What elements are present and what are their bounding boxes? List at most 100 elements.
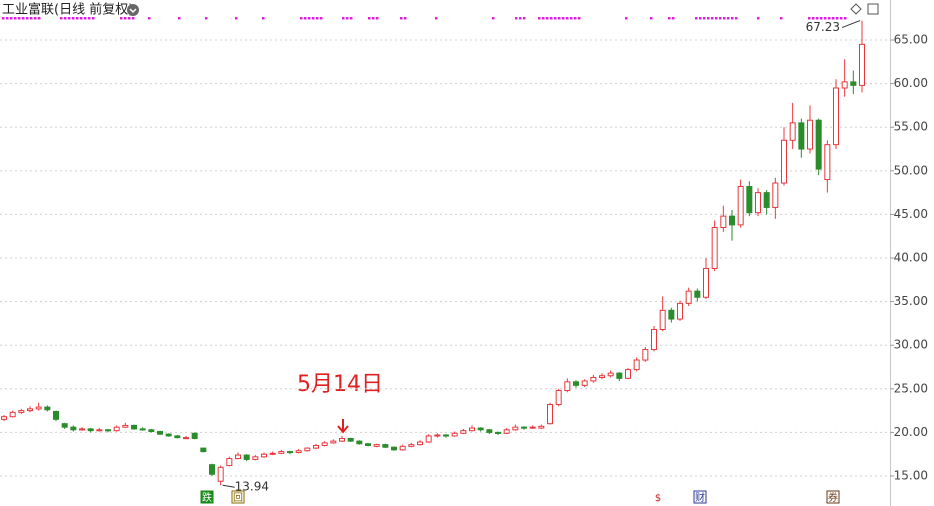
candle-body	[226, 458, 233, 467]
high-label: 67.23	[806, 20, 840, 34]
candle-body	[625, 369, 631, 379]
event-dot	[368, 17, 371, 20]
event-dot	[76, 17, 79, 20]
candle-body	[27, 408, 33, 412]
event-icon: 跌	[202, 491, 212, 504]
event-dot	[844, 17, 847, 20]
event-dot	[60, 17, 63, 20]
candle-body	[139, 428, 146, 431]
candle-body	[304, 447, 311, 452]
event-dot	[828, 17, 831, 20]
event-dot	[723, 17, 726, 20]
candle-body	[61, 423, 68, 428]
candle-body	[9, 411, 16, 418]
candle-body	[131, 424, 137, 430]
y-tick-label: 30.00	[894, 338, 928, 352]
candle-body	[555, 390, 562, 406]
candle-body	[685, 290, 692, 304]
event-dot	[668, 17, 671, 20]
event-icon: $	[655, 493, 661, 504]
candle-body	[417, 441, 423, 446]
candle-body	[694, 290, 701, 298]
event-dot	[26, 17, 29, 20]
event-dot	[316, 17, 319, 20]
event-dot	[404, 17, 407, 20]
candle-body	[365, 443, 371, 446]
candle-body	[70, 426, 77, 431]
event-dot	[840, 17, 843, 20]
event-dot	[492, 17, 495, 20]
candle-body	[538, 425, 545, 429]
event-dot	[554, 17, 557, 20]
event-icon-box	[693, 490, 707, 504]
y-tick-label: 55.00	[894, 120, 928, 134]
candle-body	[789, 122, 796, 141]
candle-body	[399, 445, 406, 451]
low-label: 13.94	[235, 480, 269, 494]
diamond-icon[interactable]	[850, 3, 862, 15]
dropdown-button[interactable]	[127, 4, 139, 16]
event-dot	[735, 17, 738, 20]
candle-body	[668, 309, 675, 320]
candle-body	[200, 447, 207, 453]
candle-body	[209, 464, 215, 475]
candle-body	[807, 119, 813, 150]
event-dot	[178, 17, 181, 20]
event-dot	[546, 17, 549, 20]
event-dot	[205, 17, 208, 20]
candle-body	[859, 43, 865, 86]
event-dot	[10, 17, 13, 20]
event-dot	[88, 17, 91, 20]
candle-body	[269, 452, 276, 455]
candle-body	[18, 410, 25, 413]
event-dot	[515, 17, 518, 20]
candle-body	[408, 444, 415, 447]
candle-body	[711, 226, 718, 269]
event-dot	[128, 17, 131, 20]
event-dot	[820, 17, 823, 20]
event-dot	[558, 17, 561, 20]
candle-body	[287, 451, 293, 454]
y-tick-label: 65.00	[894, 33, 928, 47]
candle-body	[633, 359, 640, 371]
event-icon: 券	[828, 491, 838, 504]
event-dot	[18, 17, 21, 20]
candle-body	[330, 440, 337, 444]
candle-body	[798, 122, 805, 150]
event-icon-box	[231, 490, 245, 504]
candle-body	[35, 406, 42, 410]
candle-body	[512, 426, 519, 431]
candle-body	[599, 375, 605, 378]
candle-body	[339, 438, 345, 442]
candle-body	[521, 426, 527, 429]
event-dot	[342, 17, 345, 20]
candle-body	[191, 432, 198, 440]
event-dot	[672, 17, 675, 20]
y-tick-label: 20.00	[894, 425, 928, 439]
y-tick-label: 50.00	[894, 163, 928, 177]
candle-body	[781, 139, 787, 184]
event-dot	[808, 17, 811, 20]
candle-body	[295, 450, 302, 453]
y-tick-label: 60.00	[894, 76, 928, 90]
event-dot	[346, 17, 349, 20]
event-dot	[832, 17, 835, 20]
candle-body	[96, 429, 103, 432]
candle-body	[729, 215, 735, 226]
event-dot	[824, 17, 827, 20]
event-dot	[542, 17, 545, 20]
event-dot	[34, 17, 37, 20]
event-dot	[523, 17, 526, 20]
candle-body	[529, 426, 536, 429]
candle-body	[53, 410, 59, 420]
candle-body	[243, 454, 250, 460]
high-pointer	[841, 20, 861, 29]
event-dot	[64, 17, 67, 20]
candle-body	[252, 456, 259, 460]
event-dot	[350, 17, 353, 20]
event-dot	[148, 17, 151, 20]
candle-body	[469, 427, 475, 432]
candle-body	[659, 309, 666, 331]
candle-body	[451, 432, 458, 437]
panel-icon[interactable]	[867, 3, 879, 15]
